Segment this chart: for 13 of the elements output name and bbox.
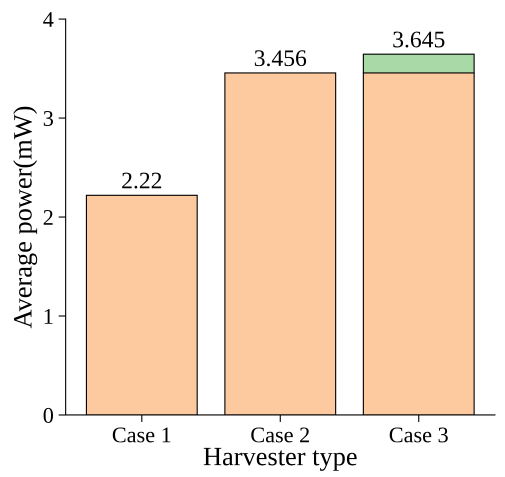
y-tick-label: 0 — [44, 408, 53, 423]
y-axis-title: Average power(mW) — [13, 106, 38, 328]
y-tick-label: 3 — [44, 111, 53, 126]
x-axis-title: Harvester type — [204, 448, 357, 471]
x-tick-label: Case 1 — [112, 428, 170, 442]
y-tick-label: 1 — [44, 309, 53, 324]
x-tick-label: Case 2 — [251, 428, 309, 442]
y-tick-label: 4 — [43, 12, 54, 27]
total-label: 2.22 — [122, 172, 162, 189]
total-label: 3.645 — [393, 32, 444, 48]
total-label: 3.456 — [254, 50, 306, 66]
x-tick-label: Case 3 — [390, 428, 448, 442]
y-tick-label: 2 — [44, 210, 53, 225]
